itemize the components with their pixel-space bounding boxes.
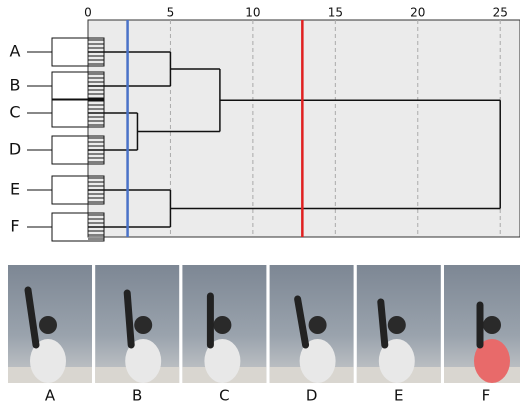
photo-person-arm: [127, 293, 131, 345]
x-tick-label: 10: [245, 6, 260, 20]
leaf-label: C: [9, 103, 20, 122]
photo-label: E: [394, 387, 403, 405]
x-tick-label: 25: [493, 6, 508, 20]
chart: 0510152025ABCDEFABCDEF: [0, 0, 520, 407]
photo-label: F: [482, 387, 491, 405]
photo-person-head: [39, 316, 57, 334]
photo-person-head: [134, 316, 152, 334]
photo-label: A: [45, 387, 56, 405]
leaf-label: B: [10, 76, 21, 95]
leaf-label: D: [9, 140, 21, 159]
photo-label: D: [306, 387, 318, 405]
x-tick-label: 15: [328, 6, 343, 20]
leaf-label: E: [10, 180, 20, 199]
x-tick-label: 20: [410, 6, 425, 20]
photo-person-head: [388, 316, 406, 334]
photo-person-head: [213, 316, 231, 334]
photo-label: B: [132, 387, 142, 405]
leaf-label: A: [10, 42, 21, 61]
photo-person-arm: [381, 302, 385, 345]
x-tick-label: 0: [84, 6, 92, 20]
photo-person-head: [483, 316, 501, 334]
photo-person-head: [309, 316, 327, 334]
x-tick-label: 5: [167, 6, 175, 20]
photo-label: C: [219, 387, 229, 405]
leaf-label: F: [10, 217, 19, 236]
figure: 0510152025ABCDEFABCDEF: [0, 0, 520, 407]
